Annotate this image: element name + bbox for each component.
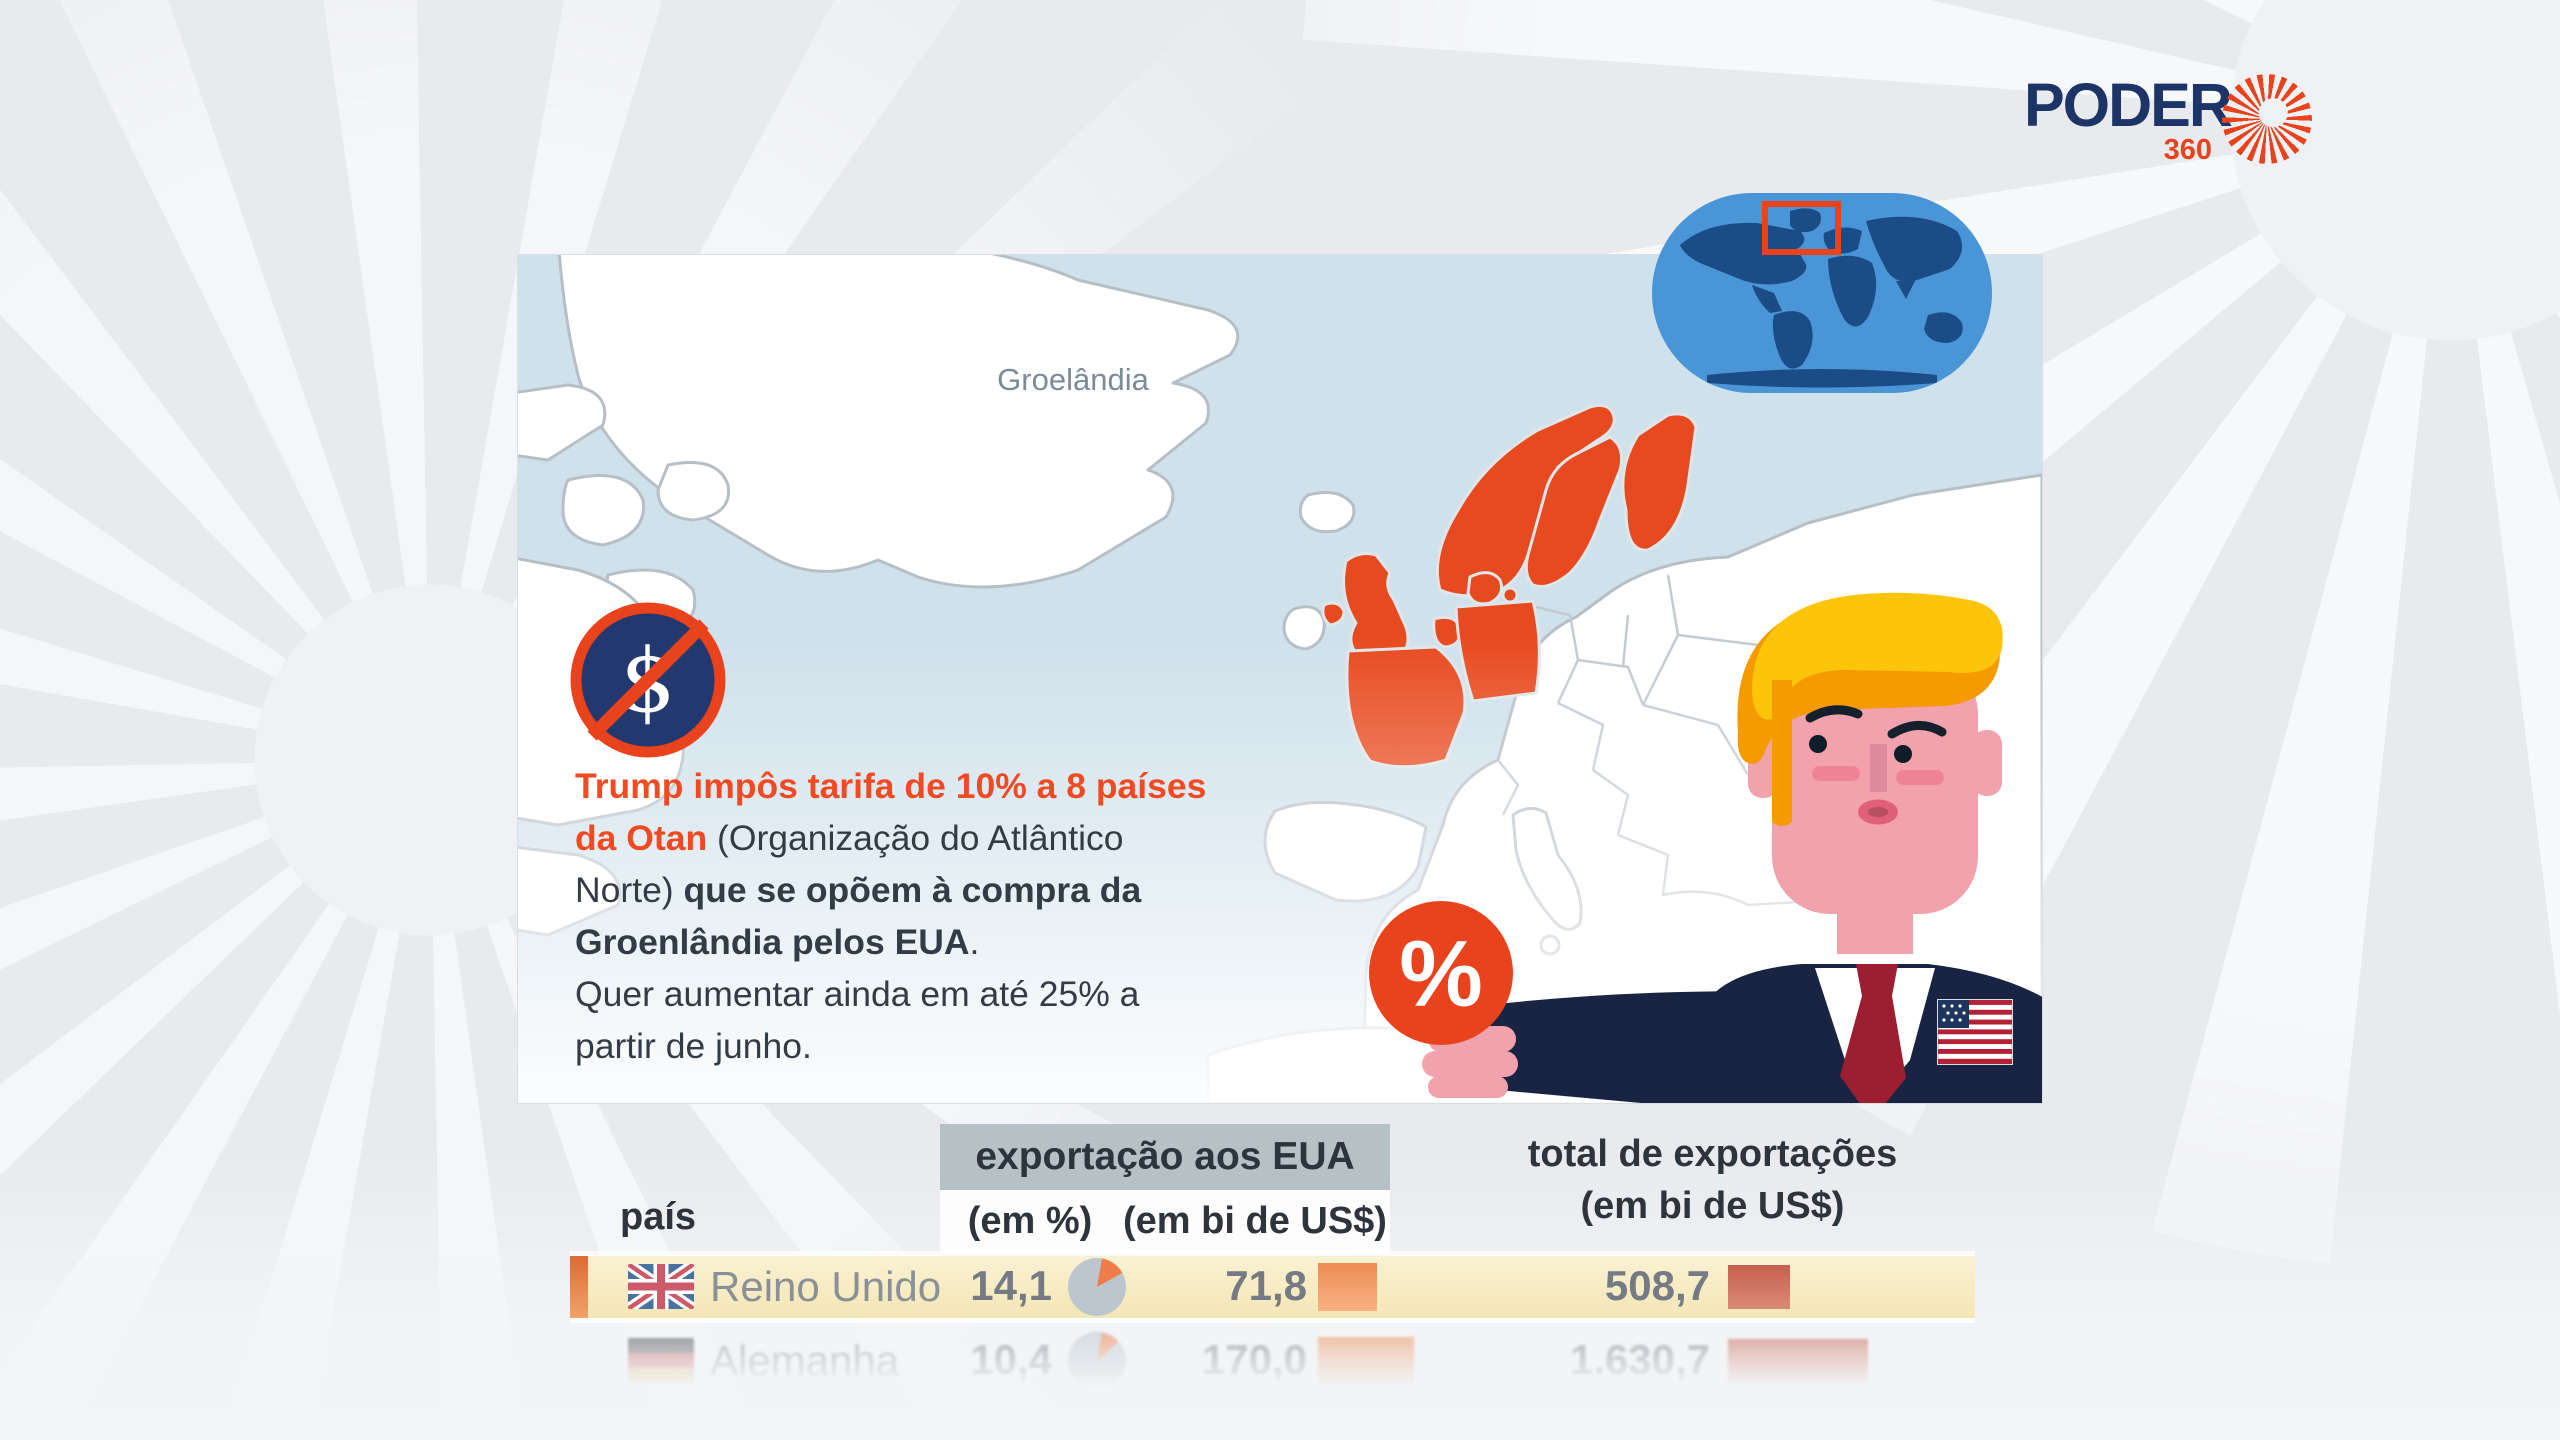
world-map-inset: [1652, 193, 1992, 393]
export-usd-value: 71,8: [1225, 1262, 1307, 1309]
total-exports-bar: [1728, 1265, 1790, 1309]
sunburst-logo-icon: [2222, 74, 2312, 164]
export-usd-bar: [1318, 1337, 1414, 1385]
united-kingdom-flag-icon: [628, 1264, 694, 1309]
trump-hair-swoosh: [1752, 592, 2003, 720]
table-row-reino-unido: Reino Unido 14,1 71,8 508,7: [570, 1256, 1975, 1318]
export-pct-value: 14,1: [970, 1262, 1052, 1309]
country-name: Alemanha: [710, 1337, 900, 1384]
percent-badge: %: [1369, 901, 1513, 1045]
country-name: Reino Unido: [710, 1263, 942, 1310]
trump-eye-left: [1809, 735, 1827, 753]
annotation-text: Trump impôs tarifa de 10% a 8 países da O…: [575, 766, 1207, 1066]
export-usd-bar: [1318, 1263, 1377, 1311]
no-dollar-icon: $: [570, 602, 726, 758]
column-header-total-exports: total de exportações (em bi de US$): [1527, 1133, 1898, 1227]
map-panel: Groelândia $ Trump impôs tarifa de 10% a…: [518, 255, 2042, 1103]
trump-ear-right: [1972, 730, 2002, 796]
column-subheaders: (em %) (em bi de US$): [940, 1190, 1390, 1253]
trump-head: [1737, 592, 2003, 914]
trump-illustration: %: [1369, 592, 2042, 1103]
trump-eye-right: [1894, 745, 1912, 763]
brand-name: PODER: [2024, 71, 2233, 139]
inset-continents: [1680, 208, 1963, 388]
brand-sub: 360: [2163, 134, 2212, 166]
export-pct-value: 10,4: [970, 1336, 1052, 1383]
pie-chart-export-share: [1068, 1258, 1126, 1316]
total-exports-value: 508,7: [1604, 1262, 1710, 1309]
trump-eyebrow-right: [1887, 721, 1947, 739]
trump-cheek-right: [1896, 770, 1944, 785]
total-exports-value: 1.630,7: [1569, 1336, 1710, 1383]
trump-cheek-left: [1812, 766, 1860, 781]
trump-sideburn: [1772, 680, 1792, 826]
column-header-export-eua: exportação aos EUA: [940, 1124, 1390, 1190]
pie-chart-export-share: [1068, 1332, 1126, 1390]
table-row-alemanha: Alemanha 10,4 170,0 1.630,7: [570, 1330, 1975, 1392]
subheader-percent: (em %): [967, 1200, 1093, 1242]
germany-flag-icon: [628, 1338, 694, 1383]
percent-glyph: %: [1399, 921, 1483, 1026]
subheader-usd: (em bi de US$): [1123, 1200, 1387, 1242]
us-flag-icon: [1937, 999, 2013, 1065]
trump-nose: [1870, 744, 1887, 792]
export-usd-value: 170,0: [1201, 1336, 1307, 1383]
row-accent-bar: [570, 1256, 588, 1318]
trump-eyebrow-left: [1805, 705, 1863, 723]
total-exports-bar: [1728, 1339, 1868, 1383]
column-header-country: país: [620, 1196, 697, 1238]
trump-tie: [1840, 964, 1906, 1103]
inset-highlight-rectangle: [1762, 201, 1841, 255]
